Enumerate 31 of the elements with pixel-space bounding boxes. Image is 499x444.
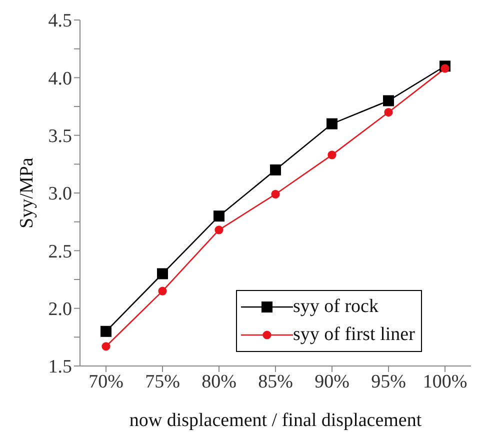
x-tick-label: 80%	[202, 371, 237, 392]
point	[440, 64, 450, 73]
x-tick-label: 85%	[258, 371, 294, 392]
x-tick-label: 75%	[145, 371, 180, 392]
x-tick-label: 95%	[371, 371, 406, 392]
x-tick-label: 90%	[314, 371, 350, 392]
y-tick-label: 4.5	[48, 10, 72, 32]
point	[271, 190, 280, 198]
legend-label: syy of first liner	[293, 323, 415, 347]
y-tick-label: 4.0	[48, 68, 72, 90]
x-axis-title: now displacement / final displacement	[129, 410, 422, 431]
point	[102, 342, 110, 351]
point	[384, 108, 393, 117]
y-tick-label: 2.5	[48, 241, 72, 262]
point	[158, 286, 167, 296]
y-tick-label: 2.0	[48, 299, 72, 320]
x-tick-label: 100%	[422, 371, 468, 392]
y-tick-label: 3.5	[48, 126, 72, 148]
point	[214, 226, 224, 234]
y-tick-label: 1.5	[48, 356, 72, 378]
point	[100, 326, 112, 337]
y-axis-title: Syy/MPa	[16, 157, 38, 228]
x-tick-label: 70%	[88, 371, 124, 392]
y-tick-label: 3.0	[48, 184, 72, 205]
point	[383, 95, 394, 106]
point	[157, 268, 168, 280]
point	[270, 164, 281, 176]
point	[326, 118, 338, 130]
legend-label: syy of rock	[293, 295, 378, 319]
point	[328, 150, 336, 160]
point	[214, 210, 224, 222]
